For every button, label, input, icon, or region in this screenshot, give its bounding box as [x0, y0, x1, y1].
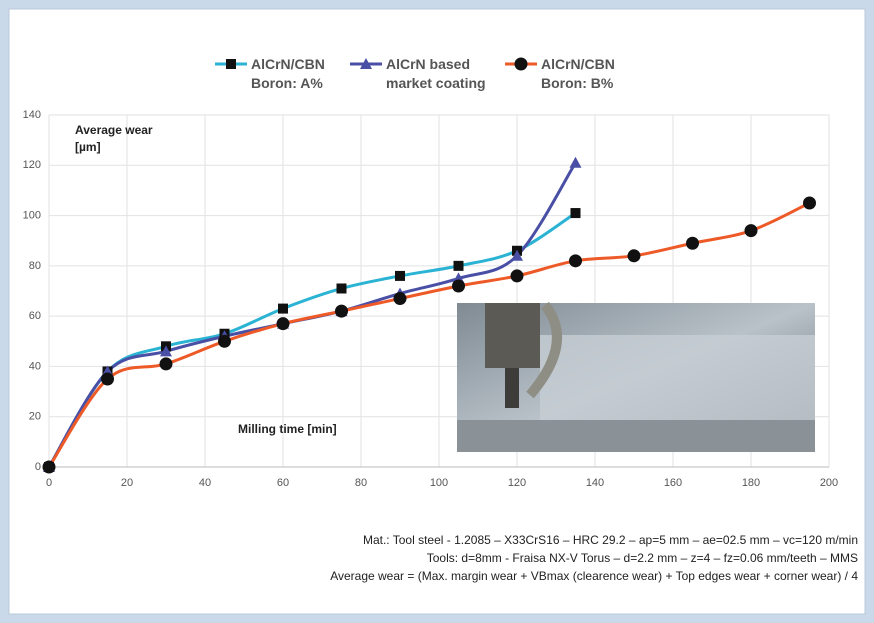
marker [569, 254, 582, 268]
x-tick-label: 120 [508, 477, 526, 489]
marker [42, 460, 56, 474]
x-tick-label: 20 [121, 477, 133, 489]
legend-label: AlCrN/CBN Boron: A% [251, 56, 325, 91]
legend-label: AlCrN based market coating [386, 56, 486, 91]
inset-photo [457, 301, 815, 452]
x-tick-label: 200 [820, 477, 838, 489]
y-tick-label: 40 [29, 360, 41, 372]
x-tick-label: 100 [430, 477, 448, 489]
marker [569, 156, 582, 168]
legend-marker [514, 57, 528, 71]
y-tick-label: 60 [29, 310, 41, 322]
marker [453, 260, 464, 271]
marker [686, 236, 699, 250]
marker [570, 208, 581, 219]
note: Tools: d=8mm - Fraisa NX-V Torus – d=2.2… [427, 551, 858, 565]
marker [627, 249, 641, 263]
y-tick-label: 20 [29, 411, 41, 423]
note: Mat.: Tool steel - 1.2085 – X33CrS16 – H… [363, 533, 858, 547]
x-tick-label: 80 [355, 477, 367, 489]
y-axis-label: Average wear [µm] [75, 123, 153, 154]
y-tick-label: 0 [35, 461, 41, 473]
marker [510, 269, 524, 283]
note: Average wear = (Max. margin wear + VBmax… [330, 569, 858, 583]
x-tick-label: 40 [199, 477, 211, 489]
marker [276, 317, 290, 331]
legend-marker [226, 59, 236, 69]
y-tick-label: 140 [23, 109, 41, 121]
x-axis-label: Milling time [min] [238, 422, 337, 436]
marker [278, 303, 288, 314]
marker [159, 357, 173, 371]
marker [336, 283, 347, 294]
x-tick-label: 60 [277, 477, 289, 489]
marker [395, 270, 405, 281]
marker [511, 249, 523, 261]
x-tick-label: 0 [46, 477, 52, 489]
legend-marker [360, 58, 372, 69]
marker [218, 334, 231, 348]
marker [452, 279, 465, 293]
x-tick-label: 180 [742, 477, 760, 489]
marker [803, 196, 816, 210]
marker [335, 304, 348, 318]
y-tick-label: 120 [23, 159, 41, 171]
y-tick-label: 80 [29, 260, 41, 272]
x-tick-label: 140 [586, 477, 604, 489]
y-tick-label: 100 [23, 209, 41, 221]
marker [160, 345, 172, 357]
legend-label: AlCrN/CBN Boron: B% [541, 56, 615, 91]
marker [744, 224, 758, 238]
x-tick-label: 160 [664, 477, 682, 489]
marker [393, 292, 407, 306]
marker [101, 372, 114, 386]
